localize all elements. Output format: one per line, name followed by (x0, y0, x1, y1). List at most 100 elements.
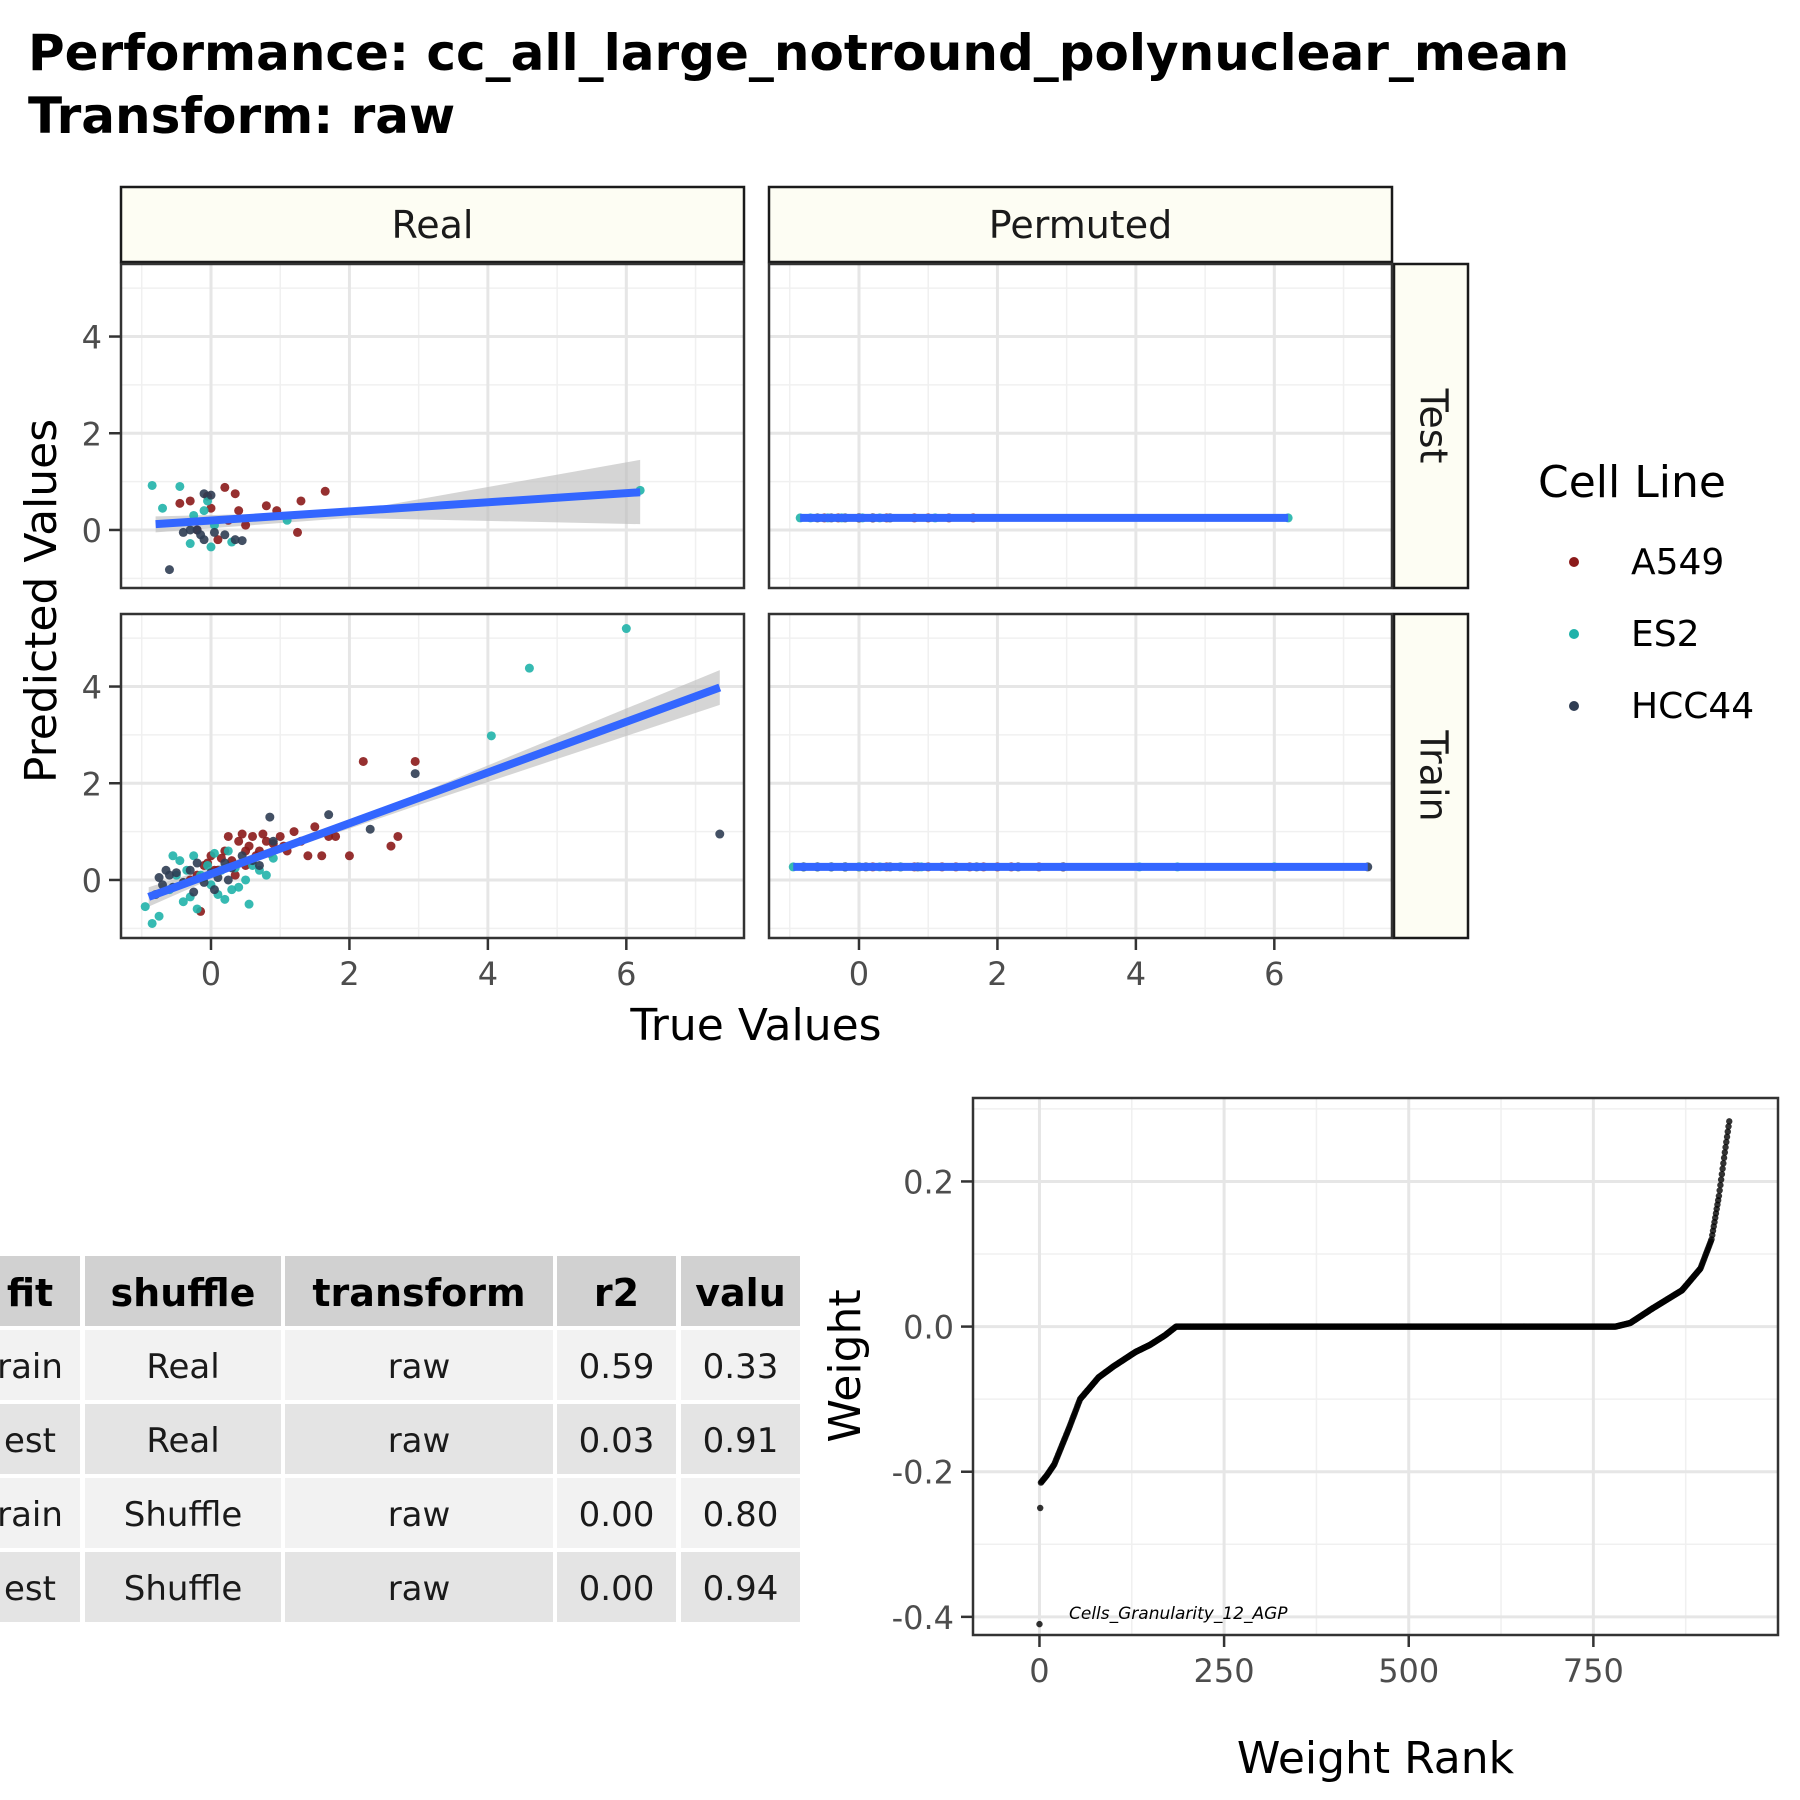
y-tick-label: -0.2 (892, 1454, 954, 1492)
table-cell-value: 0.33 (703, 1347, 779, 1387)
facet-strip-label: Permuted (989, 203, 1172, 247)
facet-strip-label: Test (1412, 388, 1456, 464)
x-tick-label: 2 (987, 955, 1007, 993)
table-cell (0, 1330, 80, 1400)
data-point-es2 (154, 911, 164, 921)
data-point-hcc44 (206, 490, 216, 500)
data-point-a549 (310, 822, 320, 832)
data-point-a549 (331, 831, 341, 841)
data-point-es2 (147, 480, 157, 490)
data-point-a549 (358, 756, 368, 766)
facet-strip-train (1392, 612, 1470, 940)
table-cell-value: 0.00 (579, 1495, 655, 1535)
weight-point (1724, 1128, 1731, 1135)
data-point-hcc44 (196, 530, 206, 540)
weight-point (1723, 1138, 1730, 1146)
data-point-a549 (317, 851, 327, 861)
data-point-es2 (220, 894, 230, 904)
title-line2: Transform: raw (28, 87, 455, 145)
data-point-a549 (220, 482, 230, 492)
x-tick-label: 500 (1378, 1652, 1439, 1690)
x-axis-label: Weight Rank (1237, 1733, 1515, 1784)
table-cell (285, 1330, 553, 1400)
table-body: fit shuffle transform r2 valu rain Real raw 0.59… (0, 1256, 800, 1622)
data-point-es2 (223, 846, 233, 856)
plot-border (971, 1096, 1780, 1637)
legend: Cell Line A549 ES2 HCC44 (1538, 457, 1754, 727)
table-cell (85, 1478, 281, 1548)
panel-permuted-test (767, 262, 1394, 590)
data-point-a549 (275, 831, 285, 841)
panel-border (119, 262, 746, 590)
table-cell (557, 1404, 676, 1474)
weight-point (1726, 1118, 1733, 1125)
facet-scatter-chart: Real Permuted Test Train 0 2 4 0 2 4 0 2 4 6 0 2 4 6 True … (16, 185, 1470, 1051)
data-point-es2 (178, 897, 188, 907)
data-point-a549 (241, 520, 251, 530)
data-point-hcc44 (324, 810, 334, 820)
data-point-es2 (192, 904, 202, 914)
table-cell-value: 0.03 (579, 1421, 655, 1461)
data-point-hcc44 (185, 525, 195, 535)
data-point-a549 (185, 496, 195, 506)
facet-strip-label: Real (392, 203, 474, 247)
x-tick-label: 0 (201, 955, 221, 993)
data-point-a549 (230, 489, 240, 499)
data-point-hcc44 (199, 489, 209, 499)
data-point-hcc44 (254, 860, 264, 870)
data-point-a549 (344, 851, 354, 861)
data-point-a549 (213, 535, 223, 545)
data-point-es2 (206, 542, 216, 552)
data-point-hcc44 (185, 865, 195, 875)
y-tick-label: 0.2 (903, 1163, 954, 1201)
table-cell-value: 0.91 (703, 1421, 779, 1461)
legend-label: A549 (1631, 542, 1724, 583)
legend-title: Cell Line (1538, 457, 1726, 508)
data-point-a549 (386, 841, 396, 851)
data-point-es2 (168, 851, 178, 861)
table-cell (557, 1330, 676, 1400)
data-point-a549 (393, 831, 403, 841)
data-point-a549 (248, 831, 258, 841)
table-cell (681, 1330, 800, 1400)
facet-strip-test (1392, 262, 1470, 590)
y-tick-label: 2 (82, 415, 102, 453)
data-point-es2 (175, 856, 185, 866)
table-cell-value: Real (146, 1421, 219, 1461)
data-point-a549 (237, 829, 247, 839)
data-point-hcc44 (178, 527, 188, 537)
table-cell-value: Shuffle (124, 1569, 242, 1609)
legend-label: ES2 (1631, 614, 1700, 655)
table-cell (0, 1478, 80, 1548)
weight-point (1036, 1620, 1043, 1628)
table-cell-value: rain (0, 1347, 63, 1387)
table-cell (285, 1478, 553, 1548)
legend-key-es2 (1569, 629, 1579, 639)
weight-point (1720, 1154, 1728, 1162)
table-cell (681, 1404, 800, 1474)
data-point-a549 (234, 836, 244, 846)
data-point-es2 (189, 851, 199, 861)
weight-point (1718, 1170, 1726, 1178)
weight-point (1719, 1165, 1726, 1172)
weight-point (1720, 1160, 1727, 1167)
data-point-es2 (147, 918, 157, 928)
weight-rank-chart: Cells_Granularity_12_AGP -0.4 -0.2 0.0 0.2 0 2… (820, 1096, 1780, 1784)
legend-label: HCC44 (1631, 686, 1754, 727)
data-point-hcc44 (715, 829, 725, 839)
data-point-hcc44 (230, 535, 240, 545)
panel-background (769, 614, 1392, 938)
table-header-label: valu (695, 1271, 786, 1315)
data-point-hcc44 (209, 527, 219, 537)
data-point-hcc44 (223, 875, 233, 885)
y-tick-label: 4 (82, 669, 102, 707)
data-point-a549 (175, 498, 185, 508)
data-point-a549 (258, 829, 268, 839)
data-point-a549 (223, 831, 233, 841)
data-point-hcc44 (365, 824, 375, 834)
table-cell (85, 1404, 281, 1474)
data-point-a549 (261, 836, 271, 846)
weight-point (1716, 1187, 1723, 1194)
fit-line (155, 488, 641, 529)
data-point-a549 (293, 527, 303, 537)
